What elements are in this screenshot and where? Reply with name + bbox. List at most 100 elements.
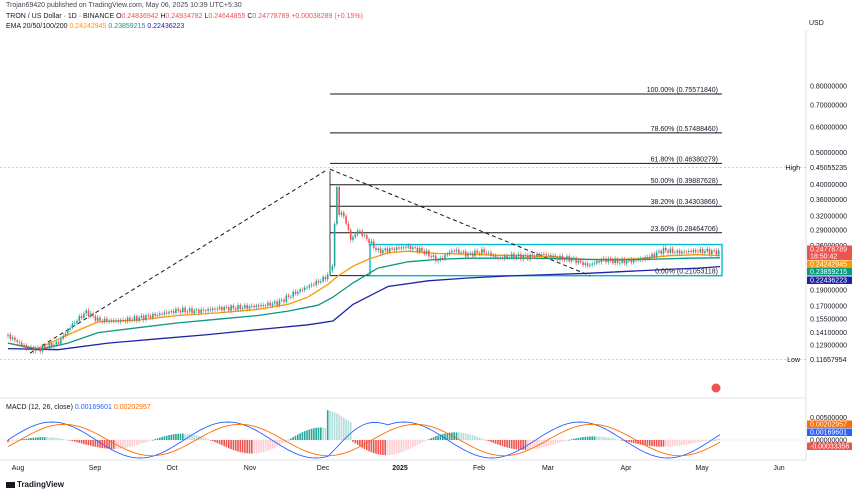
candle[interactable] <box>531 254 534 257</box>
candle[interactable] <box>306 287 308 289</box>
candle[interactable] <box>32 347 35 352</box>
candle[interactable] <box>646 257 649 259</box>
candle[interactable] <box>62 335 64 339</box>
candle[interactable] <box>577 260 580 264</box>
candle[interactable] <box>524 255 527 257</box>
candle[interactable] <box>129 317 131 321</box>
candle[interactable] <box>94 316 97 321</box>
candle[interactable] <box>692 250 695 253</box>
candle[interactable] <box>651 253 653 257</box>
candle[interactable] <box>494 255 497 258</box>
candle[interactable] <box>667 250 669 253</box>
candle[interactable] <box>329 270 331 275</box>
candle[interactable] <box>44 345 46 349</box>
candle[interactable] <box>218 307 221 309</box>
candle[interactable] <box>619 262 621 264</box>
candle[interactable] <box>444 254 446 259</box>
candle[interactable] <box>363 235 366 236</box>
candle[interactable] <box>697 251 699 253</box>
candle[interactable] <box>409 245 412 250</box>
candle[interactable] <box>186 311 189 313</box>
candle[interactable] <box>609 258 612 261</box>
candle[interactable] <box>179 310 182 313</box>
candle[interactable] <box>579 260 582 262</box>
candle[interactable] <box>660 250 662 254</box>
candle[interactable] <box>315 280 317 285</box>
candle[interactable] <box>124 320 127 322</box>
candle[interactable] <box>340 212 343 215</box>
candle[interactable] <box>596 260 598 264</box>
candle[interactable] <box>103 318 106 322</box>
candle[interactable] <box>246 305 248 309</box>
candle[interactable] <box>543 254 545 255</box>
candle[interactable] <box>257 305 260 307</box>
candle[interactable] <box>347 223 350 230</box>
candle[interactable] <box>674 252 676 254</box>
candle[interactable] <box>441 257 444 259</box>
candle[interactable] <box>382 250 384 254</box>
candle[interactable] <box>30 347 32 348</box>
candle[interactable] <box>168 311 170 314</box>
candle[interactable] <box>90 313 92 317</box>
candle[interactable] <box>113 320 115 322</box>
candle[interactable] <box>333 223 336 267</box>
candle[interactable] <box>568 256 570 262</box>
candle[interactable] <box>262 304 265 306</box>
candle[interactable] <box>241 307 244 310</box>
candle[interactable] <box>80 316 83 318</box>
ema-legend[interactable]: EMA 20/50/100/200 0.24242945 0.23859215 … <box>6 23 184 30</box>
candle[interactable] <box>395 247 398 250</box>
candle[interactable] <box>474 250 476 257</box>
range-box[interactable] <box>369 243 723 277</box>
candle[interactable] <box>85 310 87 314</box>
candle[interactable] <box>172 311 175 314</box>
candle[interactable] <box>156 315 159 316</box>
uptrend-line[interactable] <box>29 168 329 354</box>
candle[interactable] <box>451 250 453 253</box>
candle[interactable] <box>67 329 69 334</box>
candle[interactable] <box>563 259 566 261</box>
candle[interactable] <box>200 309 202 314</box>
candle[interactable] <box>285 295 288 302</box>
candle[interactable] <box>522 255 524 260</box>
candle[interactable] <box>244 305 246 308</box>
candle[interactable] <box>614 258 616 264</box>
candle[interactable] <box>607 258 610 263</box>
candle[interactable] <box>630 259 633 263</box>
candle[interactable] <box>527 255 529 260</box>
candle[interactable] <box>391 248 393 250</box>
candle[interactable] <box>637 259 639 261</box>
candle[interactable] <box>648 256 651 259</box>
candle[interactable] <box>209 309 212 311</box>
candle[interactable] <box>368 239 370 244</box>
candle[interactable] <box>717 250 720 255</box>
candle[interactable] <box>706 249 708 252</box>
candle[interactable] <box>230 305 232 311</box>
candle[interactable] <box>349 229 352 240</box>
candle[interactable] <box>529 254 531 260</box>
candle[interactable] <box>517 254 520 256</box>
candle[interactable] <box>16 340 18 342</box>
candle[interactable] <box>694 250 697 252</box>
candle[interactable] <box>713 250 715 252</box>
candle[interactable] <box>225 307 228 308</box>
candle[interactable] <box>430 256 432 258</box>
candle[interactable] <box>423 251 426 255</box>
candle[interactable] <box>683 251 685 253</box>
candle[interactable] <box>278 300 281 306</box>
candle[interactable] <box>283 299 285 302</box>
candle[interactable] <box>223 307 225 311</box>
candle[interactable] <box>538 253 541 256</box>
candle[interactable] <box>343 212 345 217</box>
candle[interactable] <box>142 315 145 320</box>
candle[interactable] <box>267 302 269 306</box>
candle[interactable] <box>389 248 391 253</box>
candle[interactable] <box>138 317 140 321</box>
candle[interactable] <box>195 309 198 311</box>
candle[interactable] <box>356 230 359 235</box>
candle[interactable] <box>550 254 552 258</box>
candle[interactable] <box>274 301 276 304</box>
candle[interactable] <box>432 255 435 258</box>
candle[interactable] <box>175 308 177 314</box>
